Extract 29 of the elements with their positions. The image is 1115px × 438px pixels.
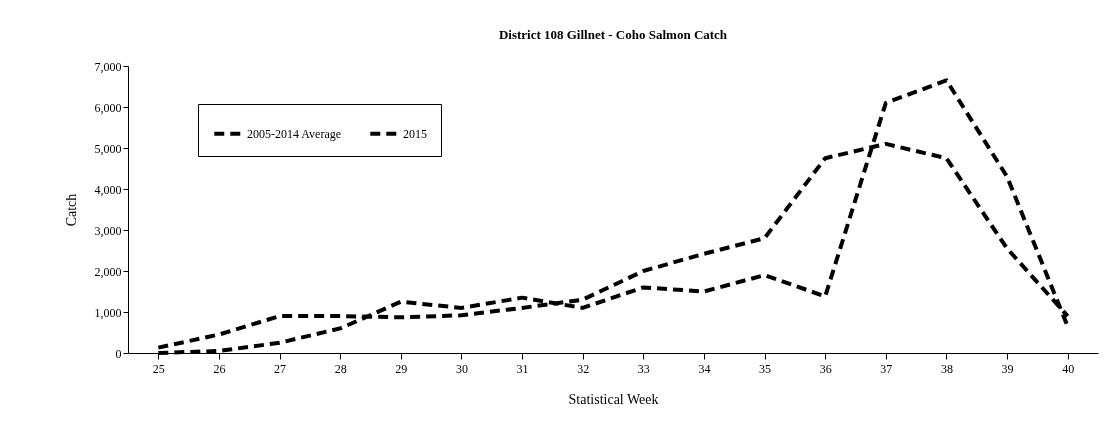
x-tick-label: 37	[880, 361, 893, 376]
y-tick-label: 0	[115, 346, 122, 361]
x-tick-label: 32	[577, 361, 590, 376]
y-tick-label: 3,000	[94, 223, 122, 238]
x-tick-label: 29	[395, 361, 408, 376]
x-tick-label: 34	[698, 361, 711, 376]
x-tick-label: 25	[152, 361, 165, 376]
x-tick-label: 27	[274, 361, 287, 376]
x-tick-label: 38	[940, 361, 953, 376]
y-tick-label: 7,000	[94, 59, 122, 74]
x-tick-label: 33	[637, 361, 650, 376]
x-axis-title: Statistical Week	[568, 391, 659, 407]
legend-label: 2015	[403, 126, 427, 141]
x-tick-label: 28	[334, 361, 347, 376]
y-tick-label: 5,000	[94, 141, 122, 156]
x-tick-label: 39	[1001, 361, 1014, 376]
legend-label: 2005-2014 Average	[247, 126, 342, 141]
x-tick-label: 40	[1062, 361, 1075, 376]
y-axis-title: Catch	[63, 193, 79, 227]
x-tick-label: 35	[759, 361, 772, 376]
y-tick-label: 2,000	[94, 264, 122, 279]
x-tick-label: 30	[455, 361, 468, 376]
x-tick-label: 36	[819, 361, 832, 376]
y-tick-label: 4,000	[94, 182, 122, 197]
x-tick-label: 26	[213, 361, 226, 376]
x-tick-label: 31	[516, 361, 529, 376]
y-tick-label: 1,000	[94, 305, 122, 320]
y-tick-label: 6,000	[94, 100, 122, 115]
chart-title: District 108 Gillnet - Coho Salmon Catch	[498, 27, 728, 42]
